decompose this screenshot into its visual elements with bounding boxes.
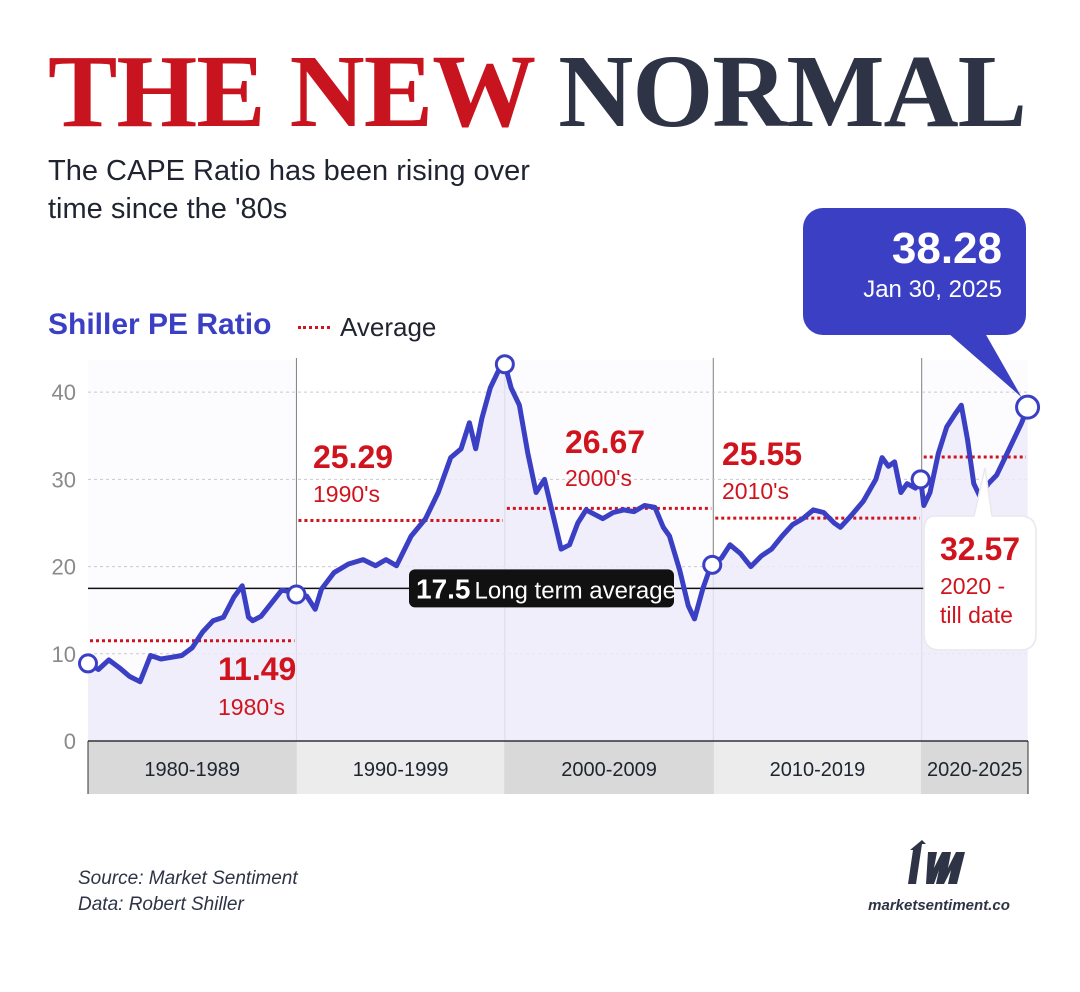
decade-average-value: 11.49 <box>218 651 296 687</box>
highlight-point <box>910 469 931 490</box>
long-term-average-box <box>409 569 674 608</box>
x-band-label: 1990-1999 <box>353 759 449 781</box>
x-band-label: 2000-2009 <box>561 759 657 781</box>
long-term-average-value: 17.5 <box>416 573 471 604</box>
legend-average: Average <box>298 312 436 343</box>
decade-averages-layer <box>90 455 1026 643</box>
series-line <box>85 361 1031 685</box>
average-swatch <box>298 326 330 329</box>
brand: marketsentiment.co <box>864 838 1014 914</box>
decade-name-label: 1990's <box>313 481 380 507</box>
legend-average-label: Average <box>340 312 437 342</box>
decade-name-label: 2000's <box>565 465 632 491</box>
highlight-point <box>286 584 307 605</box>
y-tick-label: 40 <box>52 380 76 405</box>
x-band-label: 2010-2019 <box>770 759 866 781</box>
page-title: THE NEW NORMAL <box>48 40 1027 144</box>
brand-url: marketsentiment.co <box>868 897 1010 914</box>
x-band-cell <box>296 741 505 794</box>
y-tick-label: 0 <box>64 729 76 754</box>
latest-point <box>1015 394 1041 420</box>
y-tick-label: 20 <box>52 555 76 580</box>
data-line: Data: Robert Shiller <box>78 894 244 915</box>
recent-average-card <box>923 467 1037 651</box>
decade-average-value: 32.57 <box>940 531 1020 567</box>
x-axis-bands-layer: 1980-1989 1990-1999 2000-2009 2010-2019 2020… <box>87 740 1029 794</box>
decade-average-value: 25.55 <box>722 436 802 472</box>
highlight-point <box>78 653 98 674</box>
series-area <box>88 364 1028 741</box>
y-axis-layer: 0 10 20 30 40 <box>52 380 76 754</box>
area-layer <box>88 364 1028 741</box>
callout-pointer <box>948 333 1022 398</box>
average-labels-layer: 11.49 1980's 25.29 1990's 26.67 2000's 25.55 20… <box>218 424 1037 720</box>
subtitle: The CAPE Ratio has been rising over time… <box>48 155 530 225</box>
callout-value: 38.28 <box>891 224 1002 273</box>
long-term-average-text: Long term average <box>475 577 676 604</box>
highlight-points-layer <box>78 333 1041 674</box>
x-band-cell <box>921 741 1028 794</box>
decade-name-label: 1980's <box>218 694 285 720</box>
series-line-layer <box>85 361 1031 685</box>
title-part-dark: NORMAL <box>558 34 1027 149</box>
decade-name-label-cont: till date <box>940 602 1013 628</box>
title-part-red: THE NEW <box>48 34 534 149</box>
x-band-label: 1980-1989 <box>144 759 240 781</box>
x-band-label: 2020-2025 <box>927 759 1023 781</box>
source-note: Source: Market Sentiment Data: Robert Sh… <box>78 866 298 918</box>
decade-name-label: 2020 - <box>940 573 1005 599</box>
highlight-point <box>702 554 723 575</box>
latest-value-callout: 38.28 Jan 30, 2025 <box>803 208 1026 335</box>
x-band-cell <box>713 741 922 794</box>
y-tick-label: 10 <box>52 642 76 667</box>
decade-average-value: 25.29 <box>313 439 393 475</box>
source-line: Source: Market Sentiment <box>78 868 298 889</box>
y-tick-label: 30 <box>52 467 76 492</box>
brand-logo-icon <box>908 840 965 884</box>
legend-series-title: Shiller PE Ratio <box>48 308 272 341</box>
long-term-average-label: 17.5 Long term average <box>416 573 676 604</box>
long-term-average-layer: 17.5 Long term average <box>88 569 1028 608</box>
callout-date: Jan 30, 2025 <box>863 276 1002 303</box>
x-band-cell <box>504 741 714 794</box>
highlight-point <box>494 354 515 375</box>
x-band-cell <box>88 741 297 794</box>
decade-average-value: 26.67 <box>565 424 645 460</box>
decade-name-label: 2010's <box>722 478 789 504</box>
